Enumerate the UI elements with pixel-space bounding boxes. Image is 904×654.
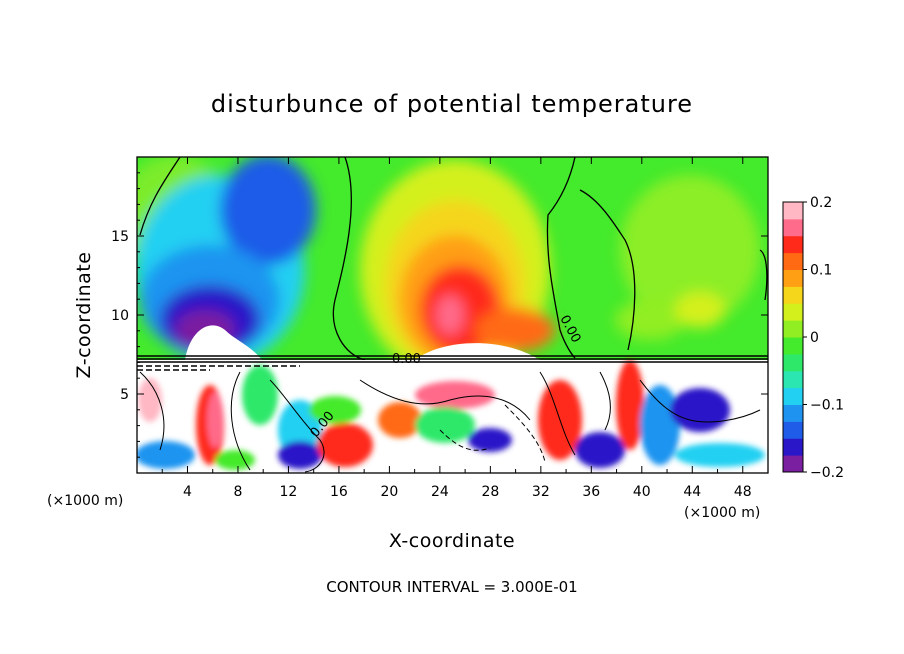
colorbar-swatch	[783, 370, 803, 389]
x-tick-label: 32	[532, 484, 550, 500]
colorbar-tick-label: −0.2	[810, 465, 844, 481]
z-unit-label: (×1000 m)	[684, 505, 760, 521]
colorbar-swatch	[783, 235, 803, 254]
x-tick-label: 36	[582, 484, 600, 500]
colorbar-tick-label: 0	[810, 330, 819, 346]
region-lower-cold-6	[670, 388, 730, 432]
colorbar-swatch	[783, 252, 803, 270]
contour-interval-note: CONTOUR INTERVAL = 3.000E-01	[326, 578, 577, 596]
colorbar-swatch	[783, 387, 803, 405]
colorbar-swatch	[783, 218, 803, 237]
contour-east	[759, 249, 768, 301]
region-lower-green-3	[415, 407, 475, 443]
region-lower-pink-1	[207, 392, 223, 448]
colorbar-swatch	[783, 438, 803, 456]
contour-lower-4	[359, 379, 531, 421]
interface-band	[137, 355, 768, 371]
colorbar-tick-label: 0.1	[810, 263, 832, 279]
contour-lower-3	[269, 379, 325, 473]
region-lower-green-2	[309, 396, 361, 424]
region-light-green-right	[620, 175, 760, 325]
region-lower-cold-3	[468, 428, 512, 452]
contour-label-interface: 0.00	[392, 352, 421, 367]
region-lower-cold-4	[575, 432, 625, 468]
y-axis: 5 10 15	[111, 172, 768, 458]
contour-lower-dashed-2	[439, 429, 491, 451]
contour-lower-7	[639, 379, 761, 423]
region-lower-green-4	[675, 443, 765, 467]
contour-lower-6	[599, 371, 611, 431]
region-lower-warm-2	[317, 423, 373, 467]
upper-field	[137, 157, 760, 380]
x-tick-label: 48	[734, 484, 752, 500]
region-cold-upper	[220, 157, 316, 265]
colorbar-tick-label: 0.2	[810, 195, 832, 211]
y-tick-label: 5	[120, 387, 129, 403]
colorbar-swatch	[783, 421, 803, 439]
region-lower-cold-5	[640, 385, 680, 465]
region-lower-warm-6	[616, 360, 644, 450]
y-tick-label: 10	[111, 308, 129, 324]
contour-lower-5	[539, 371, 576, 456]
chart-title: disturbunce of potential temperature	[211, 90, 693, 118]
colorbar: 0.2 0.1 0 −0.1 −0.2	[782, 195, 844, 481]
region-lower-cold-1	[137, 441, 195, 469]
upper-contours	[139, 157, 768, 361]
x-tick-label: 28	[481, 484, 499, 500]
region-warm-weak-b	[675, 292, 725, 328]
colorbar-swatch	[783, 337, 803, 355]
contour-lower-dashed	[504, 404, 546, 463]
region-warm-pink	[436, 295, 464, 335]
region-lower-warm-3	[378, 402, 422, 438]
x-tick-label: 8	[233, 484, 242, 500]
x-unit-label: (×1000 m)	[47, 493, 123, 509]
region-warm-tail	[475, 308, 555, 352]
contour-lower-2	[230, 371, 251, 471]
x-tick-label: 4	[183, 484, 192, 500]
colorbar-swatch	[783, 269, 803, 287]
contour-right	[546, 157, 576, 359]
contour-plume	[332, 157, 366, 361]
x-tick-label: 20	[380, 484, 398, 500]
region-lower-green-1	[242, 365, 278, 425]
colorbar-tick-label: −0.1	[810, 398, 844, 414]
lower-field	[137, 360, 765, 470]
colorbar-swatch	[783, 455, 803, 473]
region-warm-weak-a	[615, 300, 685, 340]
contour-lower-1	[139, 371, 165, 451]
colorbar-swatch	[783, 353, 803, 372]
y-axis-label: Z-coordinate	[73, 252, 95, 379]
x-axis-label: X-coordinate	[389, 530, 515, 552]
colorbar-swatch	[783, 320, 803, 338]
x-tick-label: 24	[431, 484, 449, 500]
white-cap-left	[185, 325, 262, 360]
lower-contours	[139, 371, 761, 473]
region-lower-warm-7	[138, 378, 162, 422]
x-axis: 4 8 12 16 20 24 28 32 36 40 44 48	[161, 157, 752, 500]
x-tick-label: 16	[330, 484, 348, 500]
contour-left	[139, 157, 181, 236]
region-lower-blue-2	[278, 441, 322, 469]
x-tick-label: 40	[633, 484, 651, 500]
region-lower-green-5	[215, 450, 255, 470]
region-lower-warm-4	[415, 381, 495, 409]
contour-right-lobe	[579, 189, 636, 351]
x-tick-label: 44	[683, 484, 701, 500]
colorbar-swatch	[783, 286, 803, 304]
colorbar-swatch	[783, 303, 803, 321]
x-tick-label: 12	[280, 484, 298, 500]
colorbar-swatch	[783, 202, 803, 220]
y-tick-label: 15	[111, 229, 129, 245]
colorbar-swatch	[783, 404, 803, 422]
plot-area	[137, 157, 768, 473]
